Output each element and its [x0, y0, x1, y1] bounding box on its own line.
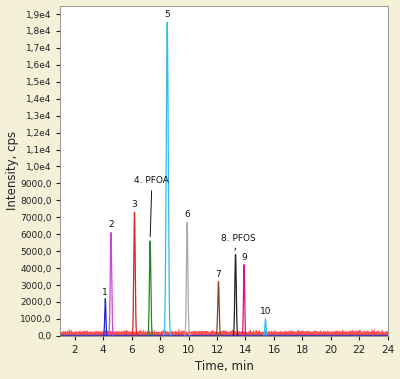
Text: 3: 3 [132, 200, 137, 209]
Text: 7: 7 [216, 269, 221, 279]
Text: 1: 1 [102, 288, 108, 296]
Text: 4. PFOA: 4. PFOA [134, 176, 169, 236]
Text: 2: 2 [108, 221, 114, 230]
X-axis label: Time, min: Time, min [195, 360, 254, 373]
Text: 10: 10 [260, 307, 271, 316]
Text: 8. PFOS: 8. PFOS [221, 234, 256, 250]
Text: 5: 5 [164, 10, 170, 19]
Text: 6: 6 [184, 210, 190, 219]
Text: 9: 9 [241, 253, 247, 262]
Y-axis label: Intensity, cps: Intensity, cps [6, 131, 18, 210]
